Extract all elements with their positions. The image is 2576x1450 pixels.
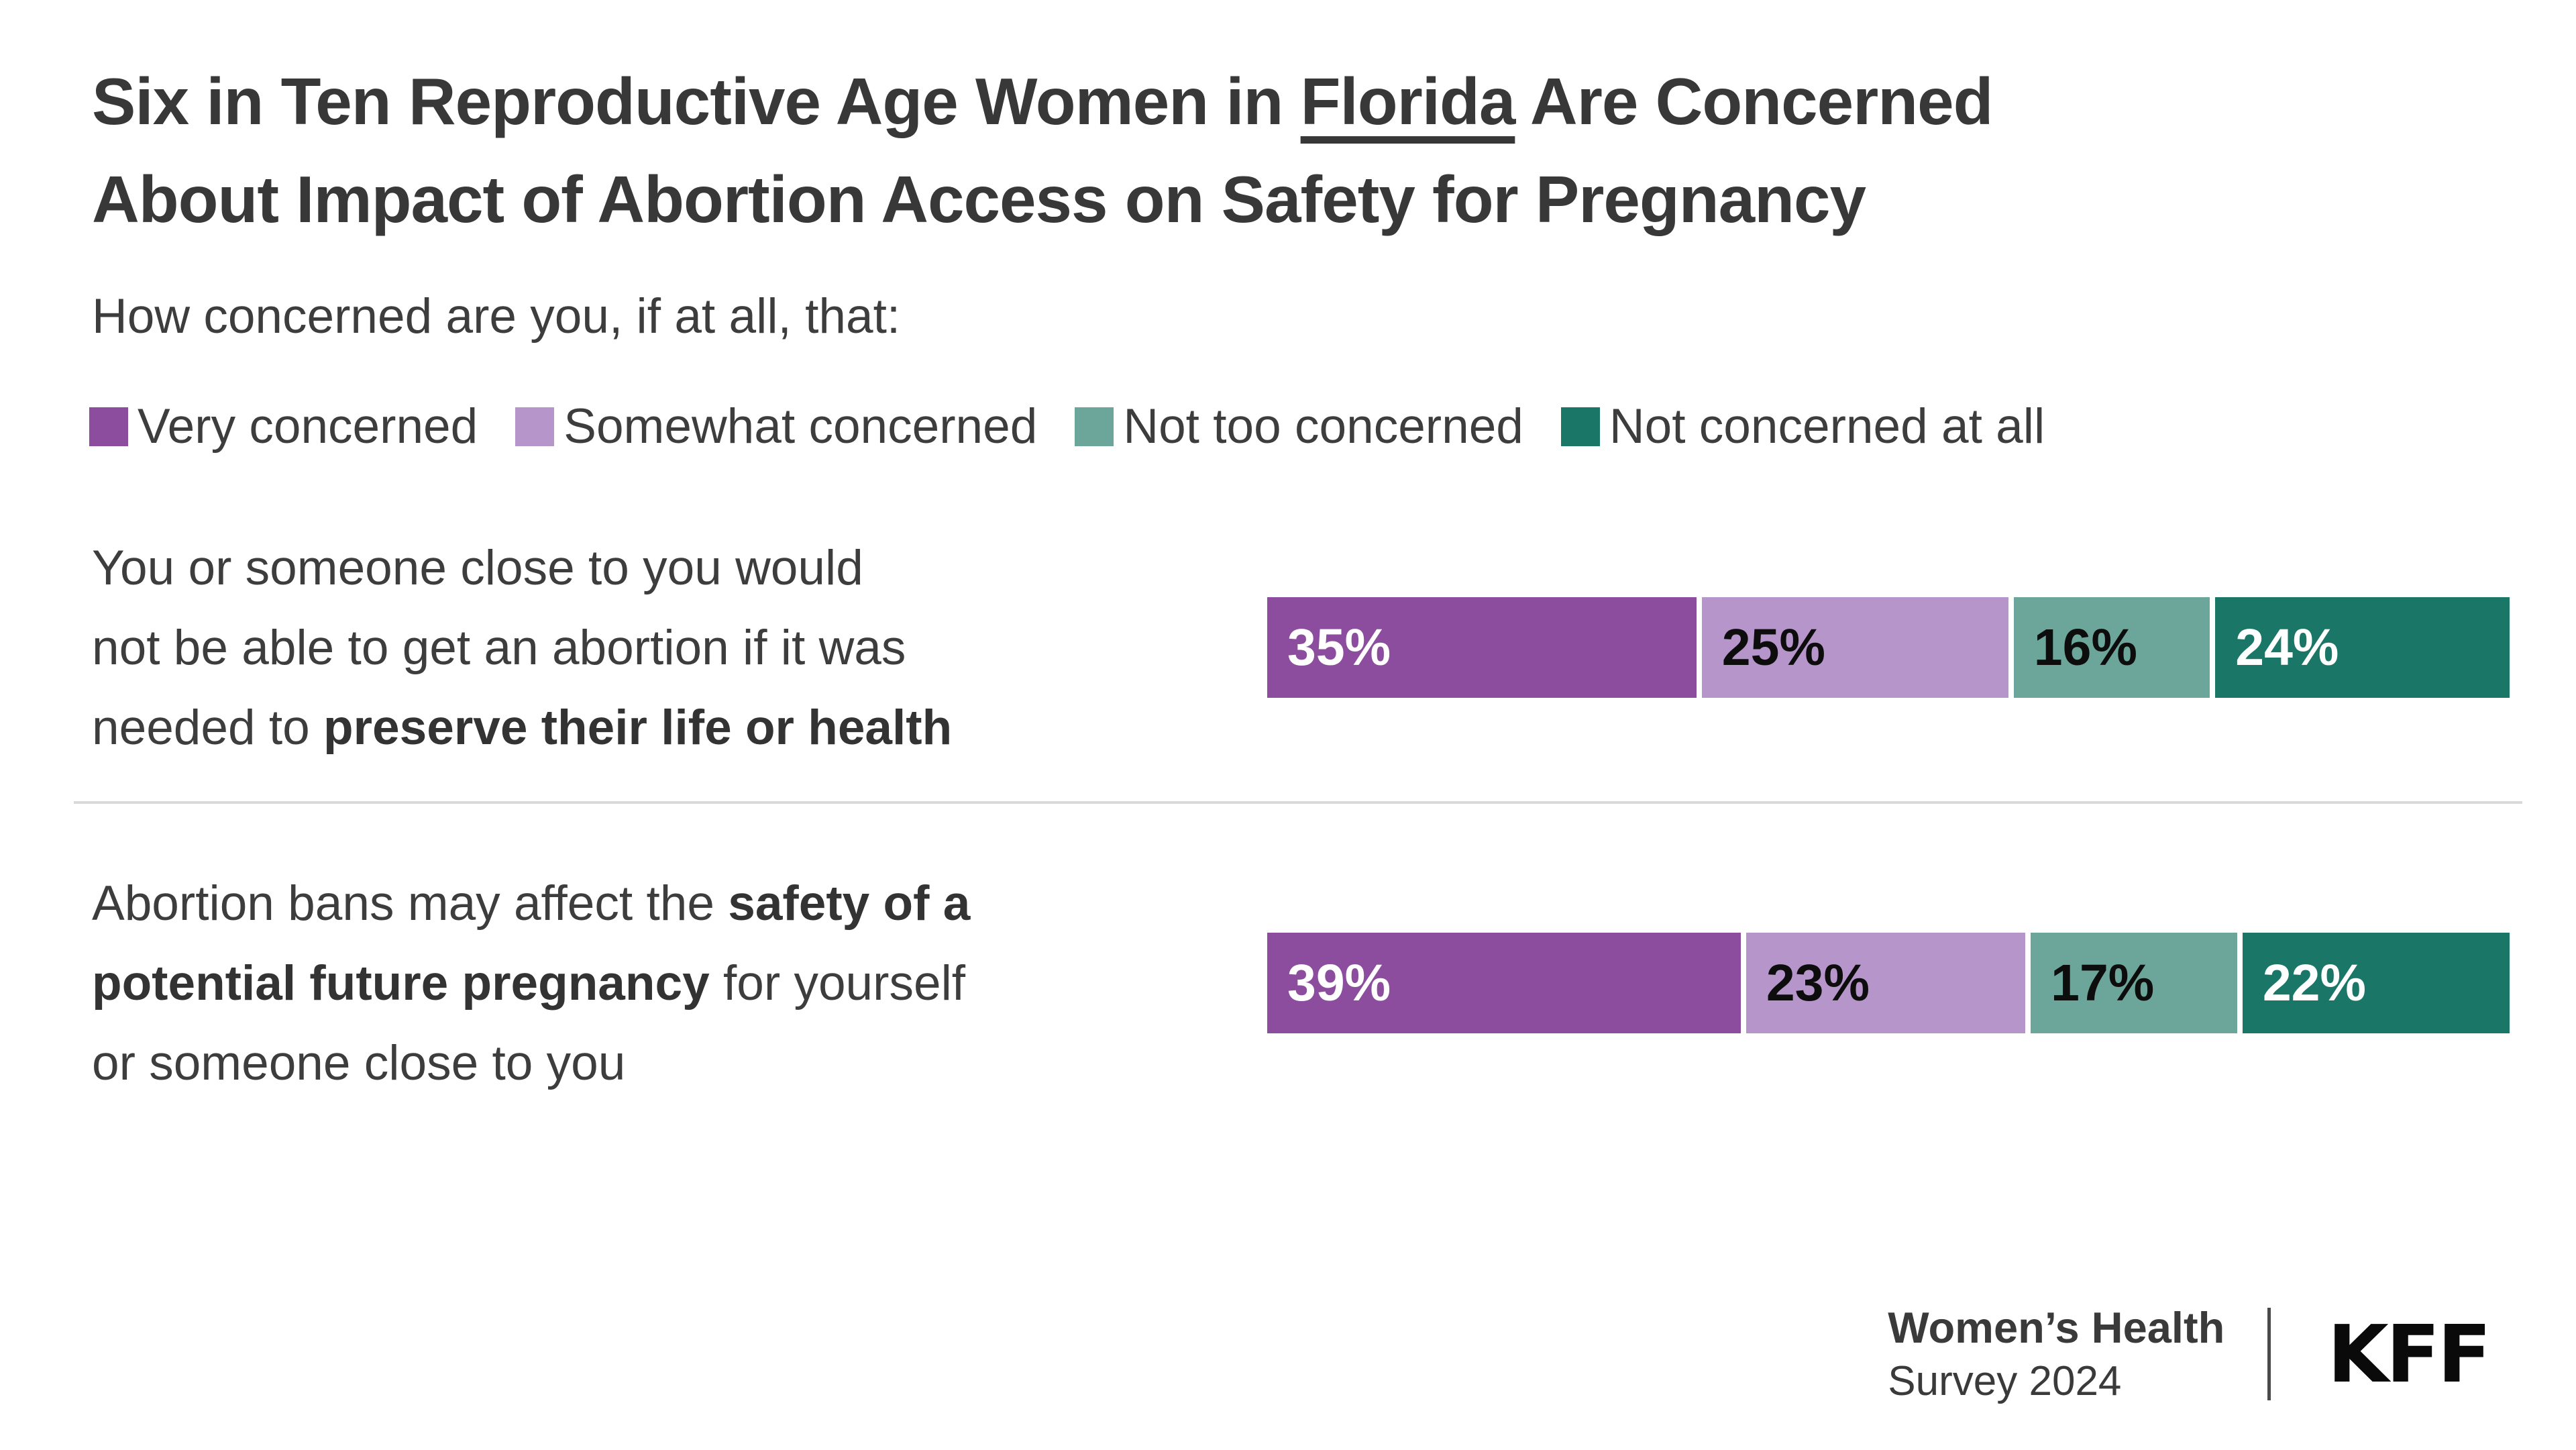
chart-question: How concerned are you, if at all, that: (92, 289, 901, 344)
stacked-bar: 39% 23% 17% 22% (1267, 933, 2510, 1033)
bar-segment-value: 16% (2033, 618, 2137, 676)
row-label-line: potential future pregnancy for yourself (92, 943, 1227, 1023)
source-name: Women’s Health (1888, 1303, 2225, 1352)
row-label: You or someone close to you would not be … (92, 528, 1267, 768)
legend-label: Very concerned (138, 399, 478, 454)
bar-row: Abortion bans may affect the safety of a… (92, 859, 2510, 1107)
legend-item: Somewhat concerned (515, 399, 1037, 454)
title-line-2: About Impact of Abortion Access on Safet… (92, 162, 1866, 236)
legend-swatch (1075, 407, 1114, 446)
row-label-line: You or someone close to you would (92, 528, 1227, 608)
row-divider (74, 801, 2522, 804)
row-label-text: needed to (92, 700, 324, 755)
footer: Women’s Health Survey 2024 KFF (1888, 1300, 2491, 1408)
legend-swatch (89, 407, 128, 446)
title-text-post: Are Concerned (1515, 64, 1994, 138)
legend-label: Somewhat concerned (564, 399, 1038, 454)
legend-label: Not concerned at all (1609, 399, 2045, 454)
bar-segment-value: 25% (1721, 618, 1825, 676)
page-title: Six in Ten Reproductive Age Women in Flo… (92, 52, 1994, 248)
row-label-line: or someone close to you (92, 1023, 1227, 1103)
legend-swatch (1560, 407, 1600, 446)
row-label-text: potential future pregnancy (92, 955, 710, 1011)
bar-segment: 39% (1267, 933, 1741, 1033)
row-label-text: for yourself (709, 955, 966, 1011)
bar-segment-value: 17% (2051, 953, 2155, 1012)
title-line-1: Six in Ten Reproductive Age Women in Flo… (92, 52, 1994, 150)
bar-row: You or someone close to you would not be … (92, 523, 2510, 772)
bar-segment: 17% (2031, 933, 2237, 1033)
row-label-text: preserve their life or health (323, 700, 953, 755)
row-label-text: or someone close to you (92, 1035, 626, 1090)
bar-segment-value: 23% (1766, 953, 1870, 1012)
row-label-text: You or someone close to you would (92, 540, 863, 595)
title-text-pre: Six in Ten Reproductive Age Women in (92, 64, 1301, 138)
bar-segment-value: 39% (1287, 953, 1391, 1012)
stacked-bar: 35% 25% 16% 24% (1267, 597, 2510, 698)
bar-segment: 16% (2013, 597, 2210, 698)
bar-segment: 22% (2242, 933, 2510, 1033)
row-label-text: Abortion bans may affect the (92, 876, 729, 931)
legend-item: Very concerned (89, 399, 478, 454)
row-label-text: not be able to get an abortion if it was (92, 620, 906, 675)
title-underlined-word: Florida (1300, 64, 1516, 138)
bar-segment-value: 22% (2262, 953, 2366, 1012)
footer-divider (2267, 1308, 2271, 1400)
legend: Very concerned Somewhat concerned Not too … (89, 399, 2045, 454)
bar-segment: 23% (1746, 933, 2026, 1033)
row-label-text: safety of a (728, 876, 971, 931)
row-label-line: not be able to get an abortion if it was (92, 608, 1227, 688)
source-block: Women’s Health Survey 2024 (1888, 1300, 2224, 1408)
source-year: Survey 2024 (1888, 1358, 2122, 1404)
legend-item: Not too concerned (1075, 399, 1523, 454)
bar-segment-value: 24% (2235, 618, 2339, 676)
bar-segment: 25% (1701, 597, 2008, 698)
bar-segment: 24% (2215, 597, 2510, 698)
kff-logo: KFF (2327, 1308, 2491, 1400)
row-label-line: needed to preserve their life or health (92, 688, 1227, 768)
legend-label: Not too concerned (1123, 399, 1523, 454)
bar-segment-value: 35% (1287, 618, 1391, 676)
legend-item: Not concerned at all (1560, 399, 2045, 454)
legend-swatch (515, 407, 555, 446)
bar-segment: 35% (1267, 597, 1697, 698)
row-label-line: Abortion bans may affect the safety of a (92, 864, 1227, 943)
row-label: Abortion bans may affect the safety of a… (92, 864, 1267, 1103)
